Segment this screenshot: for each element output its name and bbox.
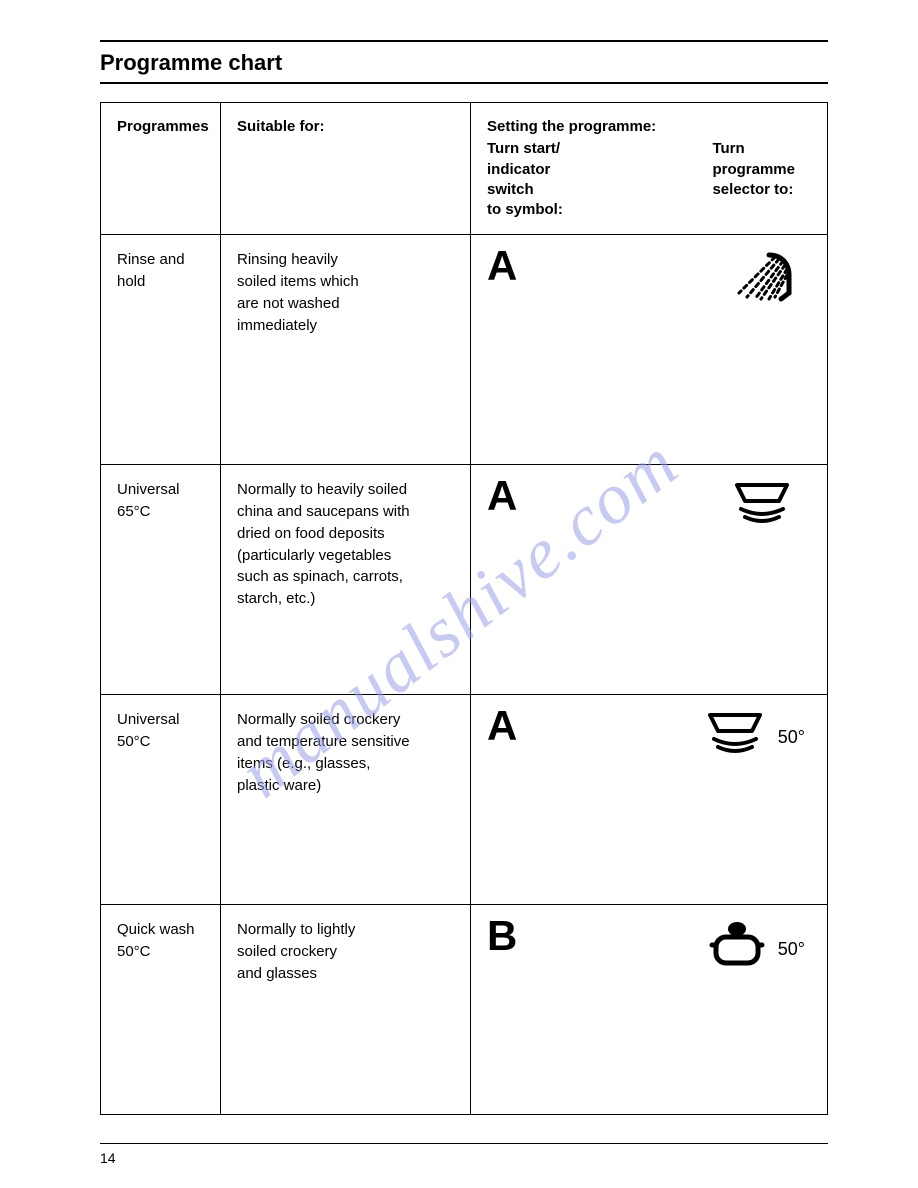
page: manualshive.com Programme chart Programm… xyxy=(0,0,918,1188)
programme-name: Quick wash 50°C xyxy=(101,905,221,1115)
programme-setting: A 50° xyxy=(471,695,828,905)
dishes-icon xyxy=(731,479,793,525)
programme-table: Programmes Suitable for: Setting the pro… xyxy=(100,102,828,1115)
programme-setting: A xyxy=(471,235,828,465)
switch-symbol: A xyxy=(487,705,537,747)
selector-temp: 50° xyxy=(778,724,805,750)
spray-icon xyxy=(725,249,793,305)
page-number: 14 xyxy=(100,1150,828,1166)
programme-suitable: Normally soiled crockery and temperature… xyxy=(221,695,471,905)
pot-icon xyxy=(708,919,766,969)
header-programmes: Programmes xyxy=(101,103,221,235)
table-row: Universal 50°C Normally soiled crockery … xyxy=(101,695,828,905)
table-row: Universal 65°C Normally to heavily soile… xyxy=(101,465,828,695)
programme-name: Rinse and hold xyxy=(101,235,221,465)
table-row: Quick wash 50°C Normally to lightly soil… xyxy=(101,905,828,1115)
programme-setting: A xyxy=(471,465,828,695)
header-setting-top: Setting the programme: xyxy=(487,117,815,137)
title-underline xyxy=(100,82,828,84)
programme-name: Universal 50°C xyxy=(101,695,221,905)
switch-symbol: A xyxy=(487,245,537,287)
dishes-icon xyxy=(704,709,766,755)
programme-name: Universal 65°C xyxy=(101,465,221,695)
table-body: Rinse and hold Rinsing heavily soiled it… xyxy=(101,235,828,1115)
table-header-row: Programmes Suitable for: Setting the pro… xyxy=(101,103,828,235)
switch-symbol: A xyxy=(487,475,537,517)
selector-temp: 50° xyxy=(778,936,805,962)
header-switch-label: Turn start/ indicator switch to symbol: xyxy=(487,139,563,220)
page-title: Programme chart xyxy=(100,50,828,76)
programme-suitable: Normally to lightly soiled crockery and … xyxy=(221,905,471,1115)
footer-rule xyxy=(100,1143,828,1144)
header-selector-label: Turn programme selector to: xyxy=(712,139,795,220)
programme-setting: B 50° xyxy=(471,905,828,1115)
top-rule xyxy=(100,40,828,42)
header-suitable: Suitable for: xyxy=(221,103,471,235)
programme-suitable: Rinsing heavily soiled items which are n… xyxy=(221,235,471,465)
programme-suitable: Normally to heavily soiled china and sau… xyxy=(221,465,471,695)
table-row: Rinse and hold Rinsing heavily soiled it… xyxy=(101,235,828,465)
switch-symbol: B xyxy=(487,915,537,957)
header-setting: Setting the programme: Turn start/ indic… xyxy=(471,103,828,235)
